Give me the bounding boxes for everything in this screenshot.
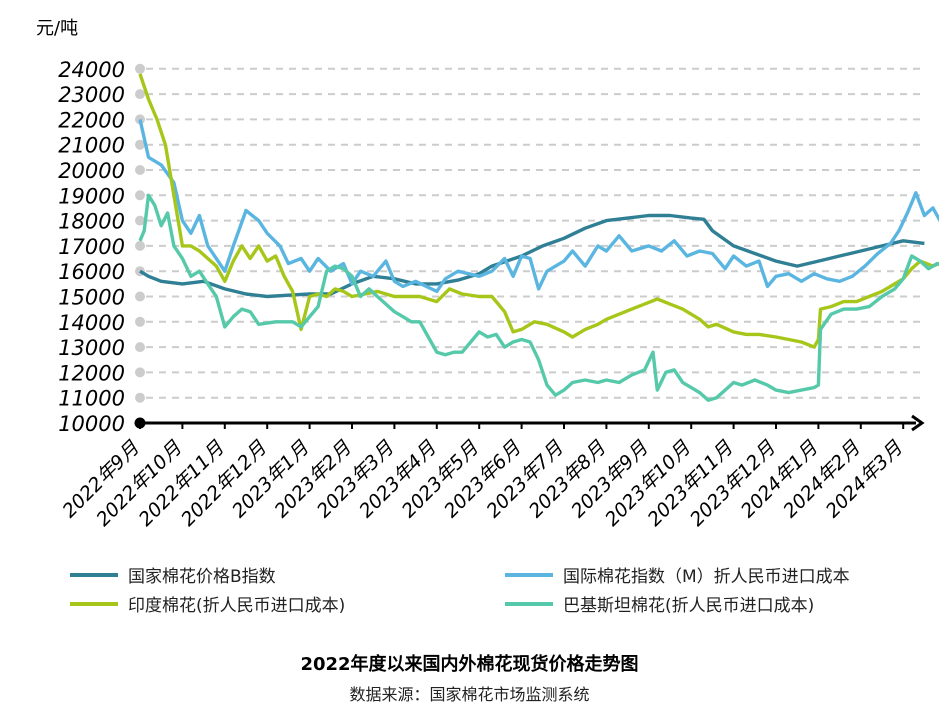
legend-swatch	[505, 602, 553, 606]
gridline-dot	[135, 392, 145, 403]
y-tick-label: 13000	[58, 336, 125, 360]
y-tick-label: 22000	[58, 108, 125, 132]
y-axis-unit: 元/吨	[36, 18, 79, 39]
gridline-dot	[135, 367, 145, 378]
y-tick-label: 15000	[58, 286, 125, 310]
y-tick-label: 14000	[58, 311, 125, 335]
gridline-dot	[135, 63, 145, 74]
gridline-dot	[135, 291, 145, 302]
legend-item-b-index: 国家棉花价格B指数	[70, 562, 490, 587]
gridline-dot	[135, 89, 145, 100]
gridline-dot	[135, 342, 145, 353]
gridline-dot	[135, 190, 145, 201]
legend-item-intl-index: 国际棉花指数（M）折人民币进口成本	[505, 562, 925, 587]
series-lines	[138, 73, 939, 402]
x-axis-arrow-icon	[911, 414, 925, 432]
legend-swatch	[505, 573, 553, 577]
gridline-dot	[135, 165, 145, 175]
y-tick-label: 19000	[58, 184, 125, 208]
y-tick-label: 20000	[58, 159, 125, 183]
series-line-3	[138, 73, 939, 349]
gridlines	[135, 63, 920, 403]
legend-label: 国家棉花价格B指数	[128, 567, 276, 587]
y-tick-label: 24000	[58, 58, 125, 82]
y-tick-label: 10000	[58, 412, 125, 436]
series-line-4	[138, 193, 939, 402]
y-tick-label: 17000	[58, 235, 125, 259]
y-tick-label: 12000	[58, 361, 125, 385]
x-axis	[134, 414, 925, 432]
legend-swatch	[70, 573, 118, 577]
series-line-1	[139, 213, 925, 299]
gridline-dot	[135, 316, 145, 327]
legend-label: 巴基斯坦棉花(折人民币进口成本)	[563, 596, 815, 616]
series-line-2	[138, 119, 939, 294]
gridline-dot	[135, 240, 145, 251]
legend-swatch	[70, 602, 118, 606]
gridline-dot	[135, 139, 145, 150]
chart-source: 数据来源：国家棉花市场监测系统	[349, 685, 590, 704]
chart-title: 2022年度以来国内外棉花现货价格走势图	[300, 654, 639, 675]
legend-label: 国际棉花指数（M）折人民币进口成本	[563, 567, 850, 587]
y-tick-label: 16000	[58, 260, 125, 284]
legend-item-pakistan: 巴基斯坦棉花(折人民币进口成本)	[505, 591, 925, 616]
legend-item-india: 印度棉花(折人民币进口成本)	[70, 591, 490, 616]
x-axis-ticks: 2022年9月2022年10月2022年11月2022年12月2023年1月20…	[58, 436, 907, 530]
y-tick-label: 11000	[58, 387, 125, 411]
y-tick-label: 18000	[58, 210, 125, 234]
gridline-dot	[135, 215, 145, 226]
y-tick-label: 23000	[58, 83, 125, 107]
y-tick-label: 21000	[58, 134, 125, 158]
y-axis-ticks: 2400023000220002100020000190001800017000…	[58, 58, 125, 436]
legend-label: 印度棉花(折人民币进口成本)	[128, 596, 346, 616]
